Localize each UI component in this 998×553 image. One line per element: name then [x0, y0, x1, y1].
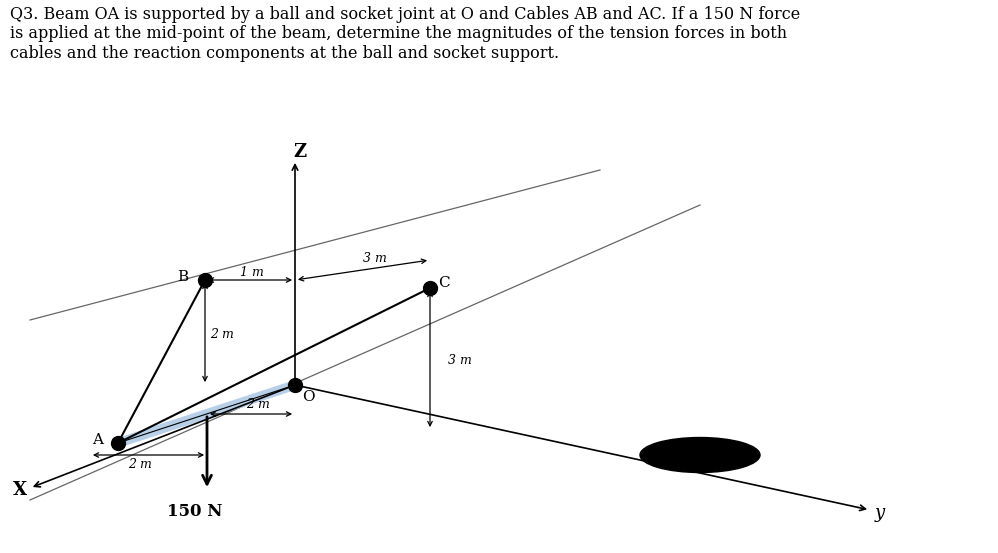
Point	[422, 284, 438, 293]
Text: 2 m: 2 m	[128, 458, 152, 472]
Point	[197, 275, 213, 284]
Text: 3 m: 3 m	[448, 353, 472, 367]
Text: y: y	[875, 504, 885, 522]
Text: X: X	[13, 481, 27, 499]
Text: 150 N: 150 N	[168, 503, 223, 520]
Text: Z: Z	[293, 143, 306, 161]
Ellipse shape	[640, 437, 760, 472]
Point	[110, 439, 126, 447]
Text: C: C	[438, 276, 450, 290]
Point	[287, 380, 303, 389]
Text: B: B	[177, 270, 188, 284]
Text: 2 m: 2 m	[210, 328, 234, 342]
Text: A: A	[92, 433, 103, 447]
Text: 1 m: 1 m	[241, 267, 263, 279]
Text: O: O	[302, 390, 314, 404]
Text: 2 m: 2 m	[247, 399, 269, 411]
Text: 3 m: 3 m	[363, 252, 387, 264]
Text: Q3. Beam OA is supported by a ball and socket joint at O and Cables AB and AC. I: Q3. Beam OA is supported by a ball and s…	[10, 6, 800, 62]
